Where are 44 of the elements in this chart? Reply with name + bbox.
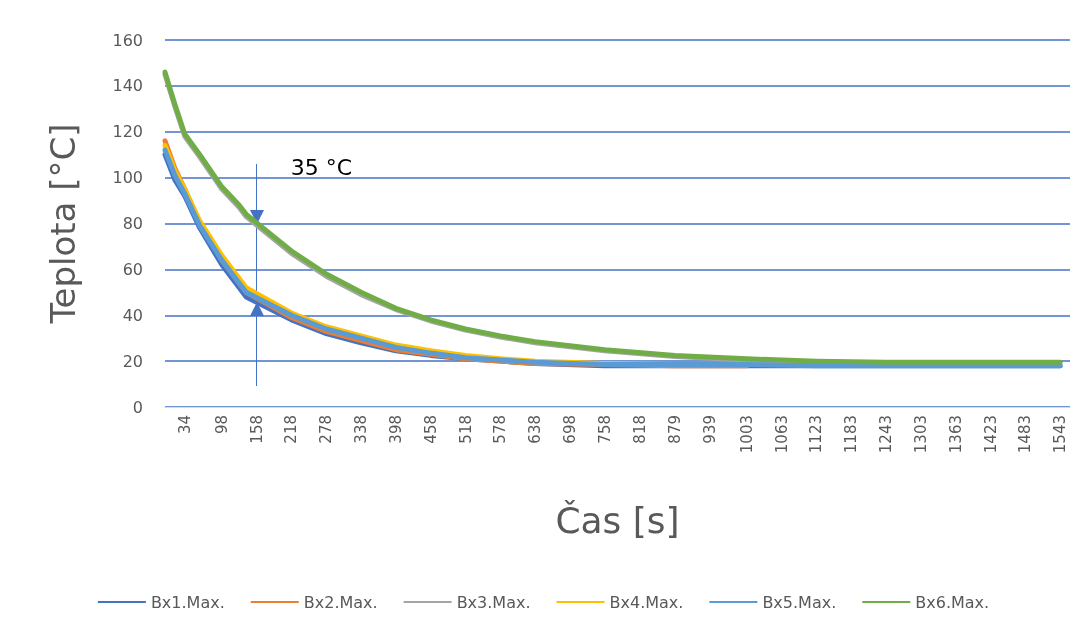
y-tick-label: 20 (122, 351, 143, 371)
x-tick-label: 939 (700, 415, 719, 444)
x-tick-label: 1003 (737, 415, 756, 454)
legend-label: Bx3.Max. (456, 592, 531, 612)
x-tick-label: 638 (526, 415, 545, 444)
x-tick-label: 158 (247, 415, 266, 444)
x-tick-label: 578 (491, 415, 510, 444)
x-tick-label: 218 (282, 415, 301, 444)
y-tick-label: 120 (112, 122, 143, 142)
x-tick-label: 1543 (1051, 415, 1070, 454)
y-tick-label: 100 (112, 168, 143, 188)
y-tick-label: 160 (112, 30, 143, 50)
y-tick-label: 0 (132, 397, 143, 417)
y-tick-label: 140 (112, 76, 143, 96)
x-axis-title: Čas [s] (555, 499, 680, 541)
legend-label: Bx1.Max. (150, 592, 225, 612)
annotation: 35 °C (290, 154, 353, 180)
x-tick-label: 1063 (772, 415, 791, 454)
x-tick-label: 1303 (911, 415, 930, 454)
x-tick-label: 338 (352, 415, 371, 444)
legend-label: Bx2.Max. (303, 592, 378, 612)
x-tick-label: 698 (560, 415, 579, 444)
x-tick-label: 1123 (807, 415, 826, 454)
x-tick-label: 34 (175, 415, 194, 435)
x-tick-label: 758 (595, 415, 614, 444)
y-tick-label: 80 (122, 214, 143, 233)
x-tick-label: 458 (421, 415, 440, 444)
x-tick-label: 98 (212, 415, 231, 435)
legend-label: Bx4.Max. (609, 592, 684, 612)
y-axis-title: Teplota [°C] (43, 123, 83, 325)
legend-label: Bx6.Max. (915, 592, 990, 612)
x-tick-label: 1243 (877, 415, 896, 454)
y-tick-label: 40 (122, 305, 143, 325)
x-tick-label: 1483 (1016, 415, 1035, 454)
x-tick-label: 1423 (981, 415, 1000, 454)
x-tick-label: 518 (456, 415, 475, 444)
x-tick-label: 278 (317, 415, 336, 444)
x-tick-label: 1363 (946, 415, 965, 454)
x-tick-label: 1183 (842, 415, 861, 454)
y-tick-label: 60 (122, 259, 143, 279)
x-tick-label: 879 (665, 415, 684, 444)
x-tick-label: 398 (386, 415, 405, 444)
x-tick-label: 818 (630, 415, 649, 444)
legend-label: Bx5.Max. (762, 592, 837, 612)
